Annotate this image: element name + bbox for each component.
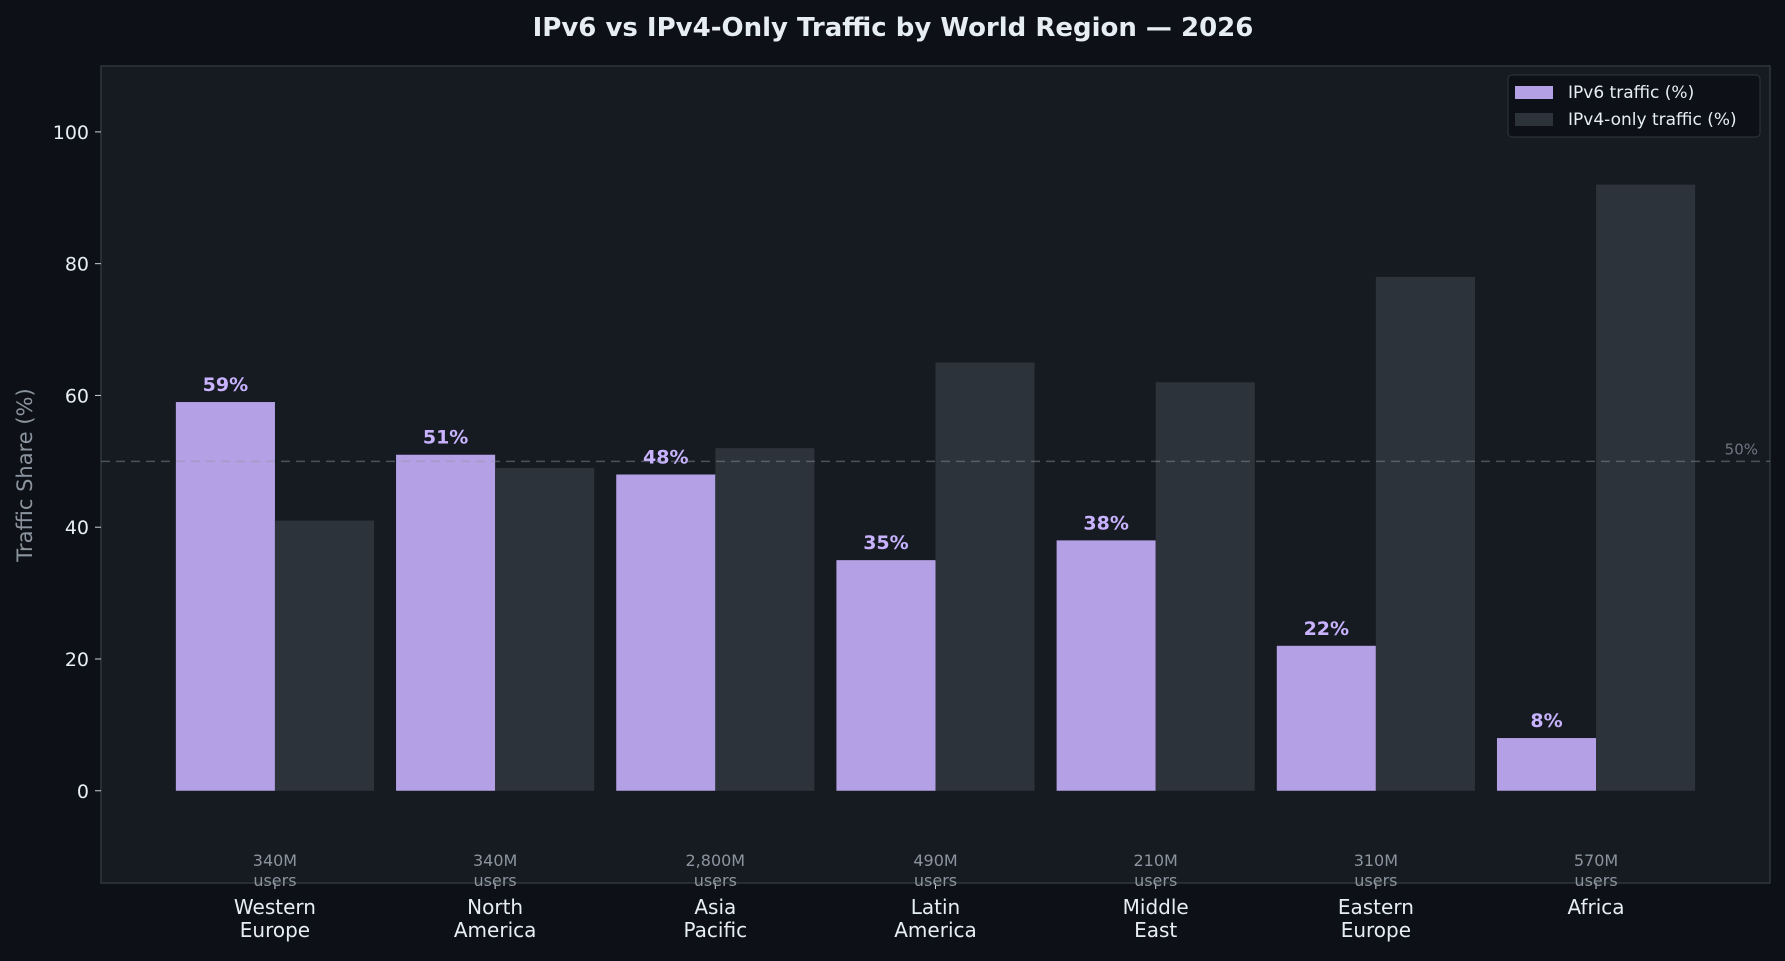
user-count-label: 490M users	[913, 851, 957, 890]
ipv6-data-label: 38%	[1083, 512, 1128, 534]
y-tick-label: 40	[65, 517, 89, 539]
user-count-label: 340M users	[253, 851, 297, 890]
y-tick-label: 80	[65, 254, 89, 276]
ipv4-bar	[935, 362, 1035, 791]
legend-swatch	[1515, 86, 1553, 99]
x-tick-label: Middle East	[1123, 895, 1189, 942]
reference-line-label: 50%	[1725, 440, 1758, 458]
ipv6-bar	[616, 474, 716, 791]
ipv6-data-label: 35%	[863, 532, 908, 554]
ipv6-bar	[1056, 540, 1156, 791]
x-tick-label: Africa	[1568, 895, 1625, 919]
user-count-label: 2,800M users	[686, 851, 746, 890]
ipv6-data-label: 48%	[643, 447, 688, 469]
ipv4-bar	[274, 520, 375, 791]
ipv6-bar	[1276, 645, 1376, 791]
y-tick-label: 0	[77, 781, 89, 803]
ipv4-bar	[495, 467, 595, 791]
ipv6-bar	[396, 454, 496, 791]
x-tick-label: Western Europe	[234, 895, 316, 942]
ipv6-bar	[1496, 738, 1597, 791]
ipv6-data-label: 59%	[203, 374, 248, 396]
ipv4-bar	[1375, 276, 1475, 791]
x-tick-label: Asia Pacific	[684, 895, 748, 942]
y-tick-label: 20	[65, 649, 89, 671]
ipv4-bar	[1596, 184, 1696, 791]
ipv4-bar	[715, 448, 815, 791]
legend-box	[1507, 74, 1761, 138]
user-count-label: 310M users	[1354, 851, 1398, 890]
ipv4-bar	[1155, 382, 1255, 791]
x-tick-label: Eastern Europe	[1338, 895, 1414, 942]
user-count-label: 210M users	[1134, 851, 1178, 890]
ipv6-data-label: 22%	[1304, 618, 1349, 640]
chart-title: IPv6 vs IPv4-Only Traffic by World Regio…	[533, 13, 1254, 43]
user-count-label: 570M users	[1574, 851, 1618, 890]
ipv6-data-label: 51%	[423, 427, 468, 449]
ipv6-bar	[836, 560, 936, 791]
y-tick-label: 100	[53, 122, 89, 144]
legend-label: IPv6 traffic (%)	[1568, 83, 1694, 103]
legend: IPv6 traffic (%) IPv4-only traffic (%)	[1507, 74, 1761, 138]
legend-swatch	[1515, 113, 1553, 126]
legend-label: IPv4-only traffic (%)	[1568, 110, 1737, 130]
y-tick-label: 60	[65, 385, 89, 407]
ipv6-data-label: 8%	[1530, 710, 1562, 732]
user-count-label: 340M users	[473, 851, 517, 890]
x-tick-label: North America	[454, 895, 537, 942]
ipv6-bar	[175, 402, 275, 791]
x-tick-label: Latin America	[894, 895, 977, 942]
y-axis-label: Traffic Share (%)	[13, 388, 37, 562]
